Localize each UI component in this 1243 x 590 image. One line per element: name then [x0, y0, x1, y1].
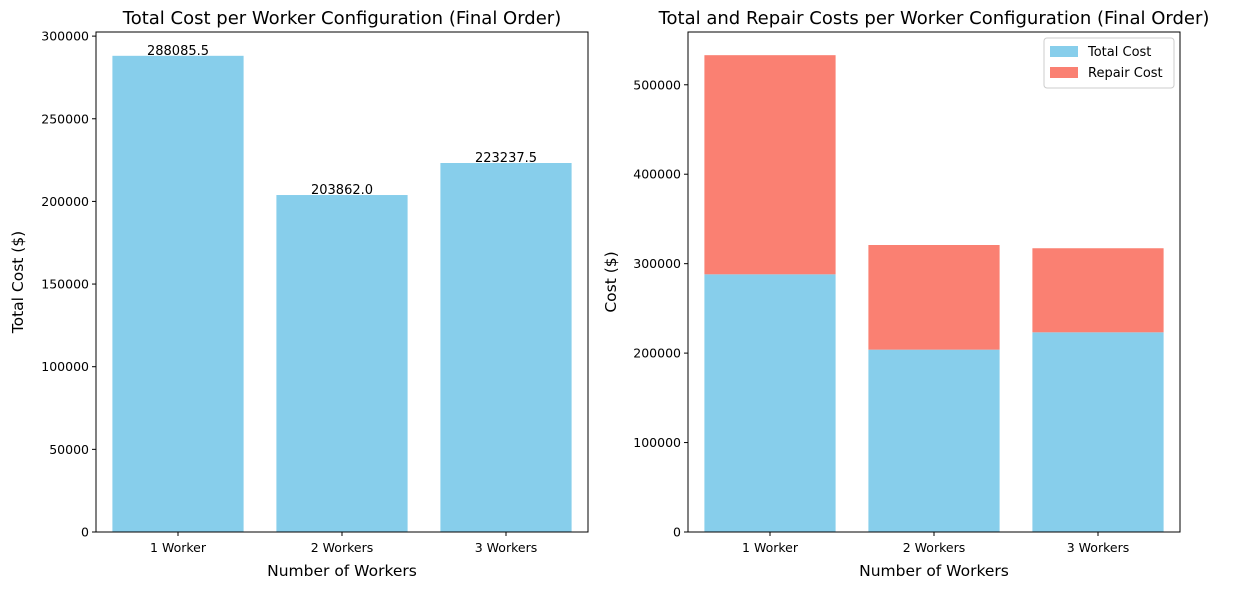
data-label-2: 203862.0 — [311, 183, 373, 198]
legend-swatch-2 — [1050, 67, 1078, 78]
bar-total-cost-3 — [1032, 332, 1164, 532]
bar-3 — [440, 163, 572, 533]
x-axis-label-2: Number of Workers — [859, 562, 1009, 580]
y-tick-label: 200000 — [633, 346, 681, 361]
legend-label-2: Repair Cost — [1088, 66, 1163, 81]
y-tick-label: 0 — [81, 525, 89, 540]
bar-repair-cost-1 — [704, 55, 836, 275]
x-tick-label: 1 Worker — [150, 540, 207, 555]
y-tick-label: 150000 — [41, 277, 89, 292]
y-tick-label: 300000 — [41, 29, 89, 44]
x-axis-label-1: Number of Workers — [267, 562, 417, 580]
y-tick-label: 300000 — [633, 256, 681, 271]
data-label-1: 288085.5 — [147, 44, 209, 59]
legend-label-1: Total Cost — [1087, 45, 1151, 60]
x-tick-label: 3 Workers — [1067, 540, 1129, 555]
y-tick-label: 500000 — [633, 77, 681, 92]
y-axis-label-2: Cost ($) — [602, 251, 620, 312]
y-tick-label: 100000 — [41, 359, 89, 374]
y-tick-label: 50000 — [49, 442, 89, 457]
y-tick-label: 0 — [673, 525, 681, 540]
y-tick-label: 200000 — [41, 194, 89, 209]
y-axis-label-1: Total Cost ($) — [9, 231, 27, 334]
bar-total-cost-2 — [868, 349, 1000, 532]
bar-repair-cost-2 — [868, 245, 1000, 350]
chart-title-1: Total Cost per Worker Configuration (Fin… — [122, 8, 561, 29]
y-tick-label: 100000 — [633, 435, 681, 450]
x-tick-label: 3 Workers — [475, 540, 537, 555]
y-tick-label: 400000 — [633, 167, 681, 182]
x-tick-label: 1 Worker — [742, 540, 799, 555]
legend-swatch-1 — [1050, 46, 1078, 57]
bar-total-cost-1 — [704, 274, 836, 532]
y-tick-label: 250000 — [41, 111, 89, 126]
x-tick-label: 2 Workers — [311, 540, 373, 555]
x-tick-label: 2 Workers — [903, 540, 965, 555]
bar-repair-cost-3 — [1032, 248, 1164, 333]
bar-2 — [276, 195, 408, 533]
chart-title-2: Total and Repair Costs per Worker Config… — [658, 8, 1210, 29]
bar-1 — [112, 55, 244, 533]
data-label-3: 223237.5 — [475, 151, 537, 166]
